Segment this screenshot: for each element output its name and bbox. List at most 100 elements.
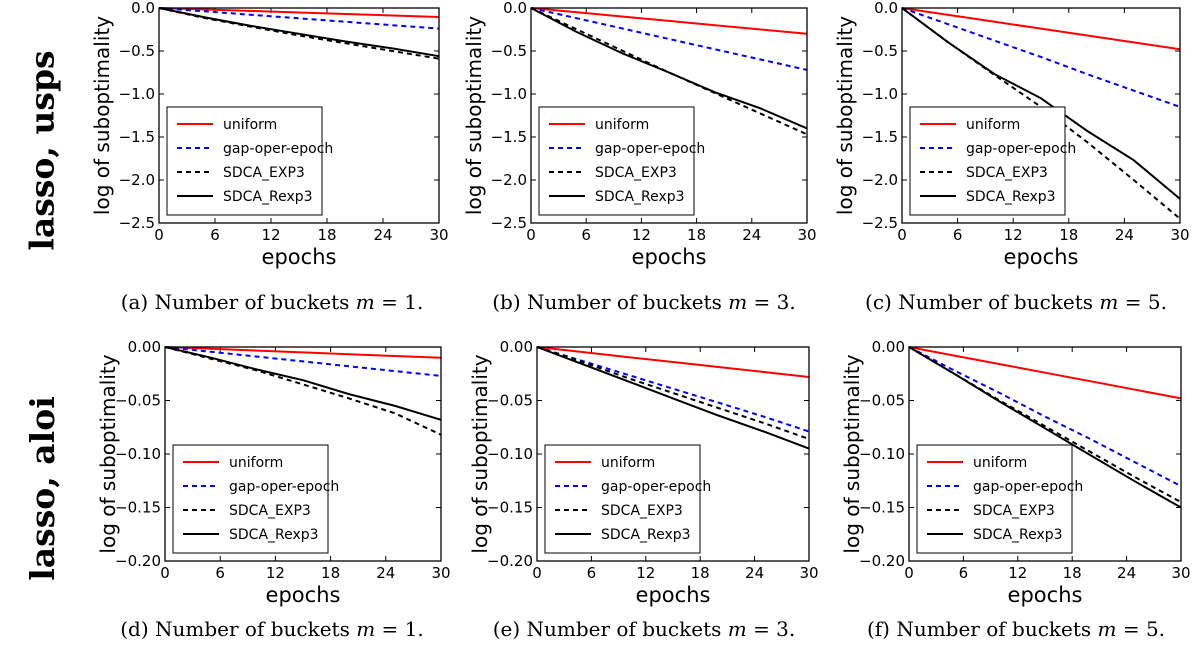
plot-frame xyxy=(901,7,1181,224)
caption-var: m xyxy=(355,290,375,314)
y-tick-label: −0.05 xyxy=(859,392,905,410)
series-line xyxy=(901,7,1181,200)
x-tick-label: 6 xyxy=(581,226,591,244)
chart-1: 0 6 12 18 24 30 0.0 −0.5 −1.0 −1.5 −2.0 −2.5 epochs l… xyxy=(462,0,817,269)
y-axis-label: log of suboptimality xyxy=(840,354,864,553)
legend-label: SDCA_EXP3 xyxy=(595,165,677,181)
x-tick-label: 18 xyxy=(1059,226,1078,244)
legend-label: gap-oper-epoch xyxy=(223,141,333,157)
legend-label: SDCA_EXP3 xyxy=(973,503,1055,519)
y-tick-label: −2.0 xyxy=(119,171,155,189)
y-tick-label: 0.00 xyxy=(500,338,533,356)
y-tick-label: 0.0 xyxy=(131,0,155,17)
series-line xyxy=(536,346,810,450)
y-tick-label: −0.15 xyxy=(487,499,533,517)
x-axis-label: epochs xyxy=(262,245,337,269)
caption-eq: = 3. xyxy=(753,290,796,314)
x-tick-label: 6 xyxy=(587,564,597,582)
y-axis-label: log of suboptimality xyxy=(90,16,114,215)
caption-d: (d) Number of buckets m = 1. xyxy=(92,617,452,641)
legend-label: SDCA_Rexp3 xyxy=(973,527,1063,543)
x-tick-label: 6 xyxy=(953,226,963,244)
y-tick-label: −2.5 xyxy=(491,214,527,232)
caption-var: m xyxy=(728,290,748,314)
y-tick-label: −2.5 xyxy=(119,214,155,232)
x-tick-label: 18 xyxy=(1063,564,1082,582)
series-line xyxy=(164,346,442,359)
x-tick-label: 12 xyxy=(261,226,280,244)
legend-label: SDCA_EXP3 xyxy=(229,503,311,519)
x-axis-label: epochs xyxy=(1008,583,1083,607)
y-tick-label: −0.05 xyxy=(115,392,161,410)
y-tick-label: −1.5 xyxy=(491,128,527,146)
y-tick-label: −0.5 xyxy=(491,42,527,60)
x-tick-label: 12 xyxy=(1008,564,1027,582)
x-tick-label: 30 xyxy=(799,564,818,582)
y-axis-label: log of suboptimality xyxy=(833,16,857,215)
caption-eq: = 5. xyxy=(1122,617,1166,641)
series-line xyxy=(158,7,440,30)
x-tick-label: 24 xyxy=(745,564,764,582)
x-tick-label: 0 xyxy=(897,226,907,244)
x-tick-label: 12 xyxy=(1004,226,1023,244)
caption-text: Number of buckets xyxy=(154,290,350,314)
x-tick-label: 18 xyxy=(317,226,336,244)
legend-label: SDCA_EXP3 xyxy=(223,165,305,181)
legend-label: gap-oper-epoch xyxy=(601,479,711,495)
plot-frame xyxy=(536,346,810,562)
legend-label: SDCA_Rexp3 xyxy=(601,527,691,543)
x-tick-label: 6 xyxy=(215,564,225,582)
series-line xyxy=(158,7,440,58)
series-line xyxy=(530,7,808,130)
x-tick-label: 0 xyxy=(526,226,536,244)
y-tick-label: −2.0 xyxy=(491,171,527,189)
chart-4: 0 6 12 18 24 30 0.00 −0.05 −0.10 −0.15 −0.20 epochs… xyxy=(468,338,819,607)
x-tick-label: 18 xyxy=(321,564,340,582)
caption-text: Number of buckets xyxy=(526,617,722,641)
y-tick-label: −0.20 xyxy=(115,552,161,570)
y-tick-label: −1.5 xyxy=(119,128,155,146)
y-tick-label: −0.20 xyxy=(487,552,533,570)
series-line xyxy=(164,346,442,421)
y-axis-label: log of suboptimality xyxy=(462,16,486,215)
x-tick-label: 18 xyxy=(691,564,710,582)
series-line xyxy=(901,7,1181,108)
legend-label: SDCA_Rexp3 xyxy=(229,527,319,543)
x-tick-label: 30 xyxy=(797,226,816,244)
series-line xyxy=(908,346,1182,400)
x-tick-label: 24 xyxy=(1115,226,1134,244)
y-tick-label: −0.5 xyxy=(119,42,155,60)
x-axis-label: epochs xyxy=(632,245,707,269)
plot-frame xyxy=(164,346,442,562)
x-axis-label: epochs xyxy=(636,583,711,607)
series-line xyxy=(908,346,1182,503)
caption-tag: (d) xyxy=(120,617,149,641)
y-tick-label: 0.00 xyxy=(872,338,905,356)
y-tick-label: −1.0 xyxy=(119,85,155,103)
y-tick-label: −2.5 xyxy=(862,214,898,232)
x-tick-label: 24 xyxy=(1117,564,1136,582)
series-line xyxy=(908,346,1182,487)
x-tick-label: 30 xyxy=(1171,564,1190,582)
caption-tag: (a) xyxy=(120,290,149,314)
x-tick-label: 12 xyxy=(266,564,285,582)
caption-tag: (f) xyxy=(866,617,890,641)
legend-label: uniform xyxy=(601,455,655,471)
legend-label: SDCA_Rexp3 xyxy=(223,189,313,205)
legend-label: SDCA_EXP3 xyxy=(966,165,1048,181)
legend-label: gap-oper-epoch xyxy=(229,479,339,495)
y-axis-label: log of suboptimality xyxy=(96,354,120,553)
legend-label: uniform xyxy=(229,455,283,471)
series-line xyxy=(164,346,442,436)
y-tick-label: −0.10 xyxy=(859,445,905,463)
y-axis-label: log of suboptimality xyxy=(468,354,492,553)
legend-label: uniform xyxy=(595,117,649,133)
caption-eq: = 3. xyxy=(753,617,796,641)
series-line xyxy=(536,346,810,440)
legend-label: SDCA_Rexp3 xyxy=(966,189,1056,205)
caption-b: (b) Number of buckets m = 3. xyxy=(464,290,824,314)
caption-a: (a) Number of buckets m = 1. xyxy=(92,290,452,314)
caption-text: Number of buckets xyxy=(527,290,722,314)
